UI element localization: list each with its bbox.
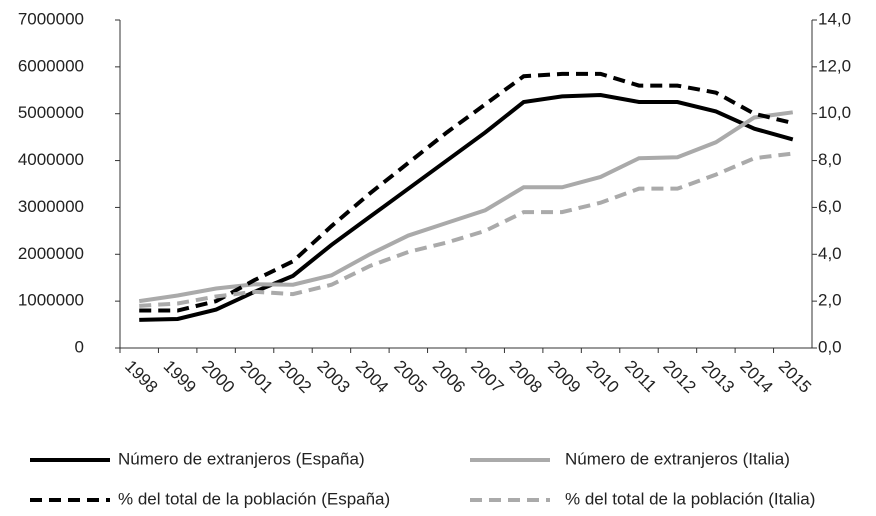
series-line xyxy=(138,110,794,304)
x-tick-label: 2012 xyxy=(659,357,699,397)
y-tick-label: 4000000 xyxy=(18,150,84,169)
x-tick-label: 2001 xyxy=(237,357,277,397)
x-tick-label: 2014 xyxy=(736,357,776,397)
legend-label: Número de extranjeros (Italia) xyxy=(565,449,790,468)
y-tick-label: 5000000 xyxy=(18,103,84,122)
y2-tick-label: 2,0 xyxy=(818,291,842,310)
x-tick-label: 2013 xyxy=(698,357,738,397)
x-tick-label: 2000 xyxy=(198,357,238,397)
series-line xyxy=(139,92,794,322)
x-tick-label: 2002 xyxy=(275,357,315,397)
y2-tick-label: 4,0 xyxy=(818,244,842,263)
x-tick-label: 2007 xyxy=(467,357,507,397)
y-tick-label: 6000000 xyxy=(18,56,84,75)
x-tick-label: 2008 xyxy=(506,357,546,397)
y2-tick-label: 12,0 xyxy=(818,56,851,75)
legend-label: % del total de la población (España) xyxy=(118,489,390,508)
y-tick-label: 2000000 xyxy=(18,244,84,263)
x-tick-label: 2011 xyxy=(621,357,660,396)
x-tick-label: 2010 xyxy=(583,357,623,397)
x-tick-label: 1998 xyxy=(121,357,161,397)
series-line xyxy=(139,151,794,308)
y-tick-label: 1000000 xyxy=(18,291,84,310)
y2-tick-label: 6,0 xyxy=(818,197,842,216)
x-tick-label: 2004 xyxy=(352,357,392,397)
x-tick-label: 2003 xyxy=(313,357,353,397)
series-line xyxy=(139,71,794,313)
x-tick-label: 1999 xyxy=(160,357,200,397)
y-tick-label: 0 xyxy=(75,337,84,356)
legend-label: % del total de la población (Italia) xyxy=(565,489,815,508)
y2-tick-label: 10,0 xyxy=(818,103,851,122)
x-tick-label: 2015 xyxy=(775,357,815,397)
y-tick-label: 7000000 xyxy=(18,9,84,28)
x-tick-label: 2009 xyxy=(544,357,584,397)
y-tick-label: 3000000 xyxy=(18,197,84,216)
x-tick-label: 2006 xyxy=(429,357,469,397)
y2-tick-label: 14,0 xyxy=(818,9,851,28)
y2-tick-label: 8,0 xyxy=(818,150,842,169)
y2-tick-label: 0,0 xyxy=(818,337,842,356)
legend-label: Número de extranjeros (España) xyxy=(118,449,365,468)
x-tick-label: 2005 xyxy=(390,357,430,397)
